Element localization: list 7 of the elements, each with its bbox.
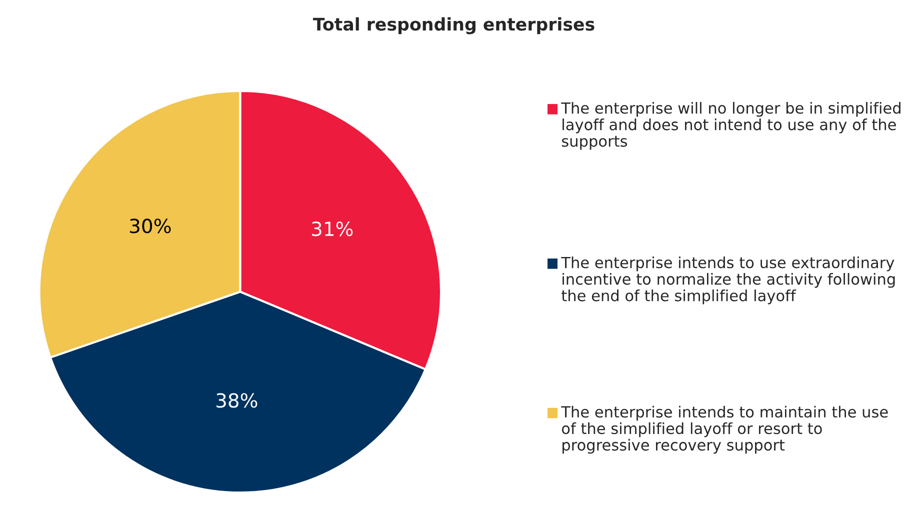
data-label: 38% <box>216 393 258 408</box>
data-label: 30% <box>130 218 171 234</box>
data-label: 31% <box>312 221 353 236</box>
chart-title: Total responding enterprises <box>312 17 594 34</box>
legend-label: The enterprise intends to maintain the use of the simplified layoff or resort to progressive recovery support <box>561 406 888 454</box>
legend-label: The enterprise will no longer be in simplified layoff and does not intend to use any of the supports <box>561 102 900 150</box>
legend-label: The enterprise intends to use extraordinary incentive to normalize the activity following the end of the simplified layoff <box>561 256 895 304</box>
